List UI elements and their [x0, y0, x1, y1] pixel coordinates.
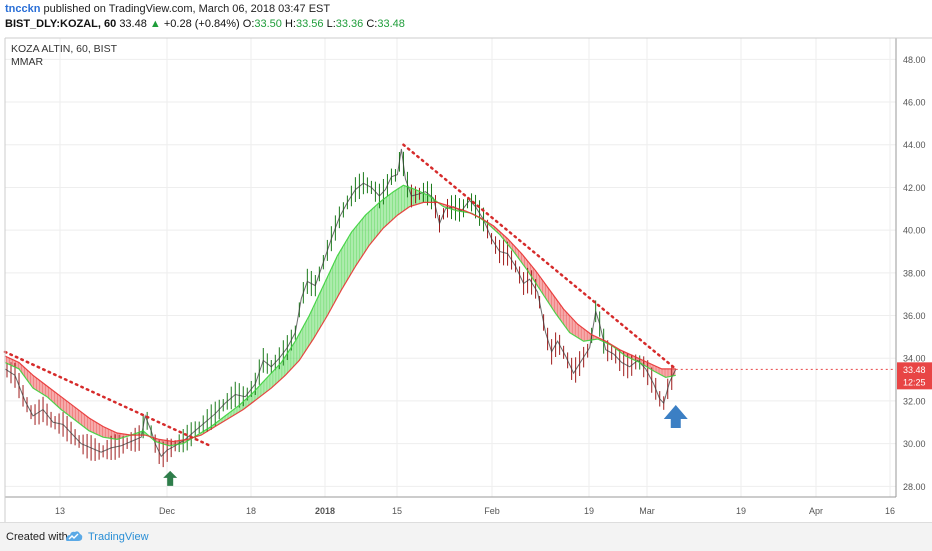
price-series — [4, 148, 677, 458]
time-tick-label: 15 — [392, 506, 402, 516]
bar-countdown: 12:25 — [903, 377, 926, 387]
change-up-icon: ▲ — [149, 18, 161, 30]
price-tick-label: 48.00 — [903, 55, 926, 65]
close-value: 33.48 — [377, 18, 405, 30]
trendline-1 — [402, 143, 678, 371]
last-price-tag: 33.48 12:25 — [675, 362, 932, 390]
legend-indicator: MMAR — [11, 56, 43, 68]
blue-arrow-up-icon — [663, 405, 688, 429]
open-value: 33.50 — [254, 18, 282, 30]
time-tick-label: Mar — [639, 506, 655, 516]
time-tick-label: 16 — [885, 506, 895, 516]
time-tick-label: 19 — [584, 506, 594, 516]
low-label: L: — [326, 18, 336, 30]
last-price-box — [897, 362, 932, 390]
price-tick-label: 30.00 — [903, 439, 926, 449]
series-line-0 — [4, 148, 677, 458]
time-tick-label: Dec — [159, 506, 176, 516]
low-value: 33.36 — [335, 18, 364, 30]
last-price: 33.48 — [119, 18, 147, 30]
tradingview-logo-icon[interactable] — [64, 529, 84, 543]
price-tick-label: 36.00 — [903, 311, 926, 321]
chart-grid — [5, 38, 896, 497]
trendline-0 — [3, 350, 212, 448]
close-label: C: — [366, 18, 378, 30]
high-label: H: — [284, 18, 296, 30]
time-tick-label: Apr — [809, 506, 823, 516]
series-line-1 — [4, 184, 676, 447]
price-tick-label: 38.00 — [903, 268, 926, 278]
time-tick-label: 2018 — [315, 506, 335, 516]
time-tick-label: Feb — [484, 506, 500, 516]
price-tick-label: 40.00 — [903, 226, 926, 236]
price-tick-label: 32.00 — [903, 396, 926, 406]
quote-line: BIST_DLY:KOZAL, 60 33.48 ▲ +0.28 (+0.84%… — [5, 18, 405, 30]
price-tick-label: 28.00 — [903, 482, 926, 492]
symbol-label: BIST_DLY:KOZAL, 60 — [5, 18, 117, 30]
series-line-2 — [4, 201, 676, 443]
price-chart[interactable]: 28.00 30.00 32.00 34.00 36.00 38.00 40.00 42.00… — [0, 34, 932, 522]
last-price-value: 33.48 — [903, 365, 926, 375]
created-with-text: Created with — [6, 531, 68, 543]
markers — [163, 405, 688, 486]
price-wicks — [6, 151, 673, 468]
green-arrow-up-icon — [163, 470, 178, 486]
tradingview-brand[interactable]: TradingView — [88, 531, 149, 543]
author-name[interactable]: tncckn — [5, 3, 41, 15]
time-tick-label: 18 — [246, 506, 256, 516]
open-label: O: — [242, 18, 255, 30]
price-tick-label: 34.00 — [903, 354, 926, 364]
change-value: +0.28 (+0.84%) — [163, 18, 240, 30]
price-axis[interactable]: 28.00 30.00 32.00 34.00 36.00 38.00 40.00 42.00… — [903, 55, 926, 492]
time-tick-label: 13 — [55, 506, 65, 516]
price-tick-label: 46.00 — [903, 98, 926, 108]
footer: Created with TradingView — [0, 522, 932, 551]
trendlines — [3, 143, 678, 448]
publish-line: tncckn published on TradingView.com, Mar… — [5, 3, 330, 15]
high-value: 33.56 — [295, 18, 324, 30]
time-axis[interactable]: 13 Dec 18 2018 15 Feb 19 Mar 19 Apr 16 — [55, 506, 895, 516]
chart-header: tncckn published on TradingView.com, Mar… — [0, 0, 932, 34]
legend-title: KOZA ALTIN, 60, BIST — [11, 43, 118, 55]
price-tick-label: 42.00 — [903, 183, 926, 193]
time-tick-label: 19 — [736, 506, 746, 516]
publish-text: published on TradingView.com, March 06, … — [40, 3, 331, 15]
price-tick-label: 44.00 — [903, 140, 926, 150]
